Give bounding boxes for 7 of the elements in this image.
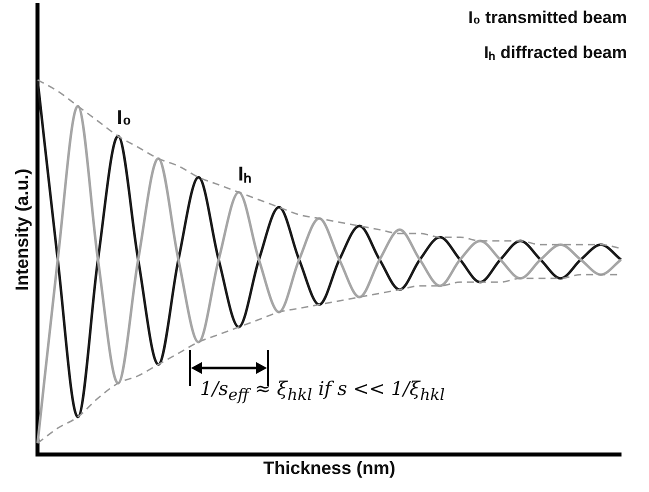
text: Iₕ diffracted beam — [484, 42, 627, 63]
series-label: I₀ — [116, 107, 132, 130]
annotation: 1/s$_{eff}$ ≈ ξ$_{hkl}$ if s << 1/ξ$_{hkl}$ — [200, 378, 445, 404]
text: I₀ transmitted beam — [468, 8, 627, 28]
y-axis-title: Intensity (a.u.) — [12, 168, 32, 291]
series-label: Iₕ — [238, 163, 252, 186]
x-axis-title: Thickness (nm) — [263, 458, 396, 478]
